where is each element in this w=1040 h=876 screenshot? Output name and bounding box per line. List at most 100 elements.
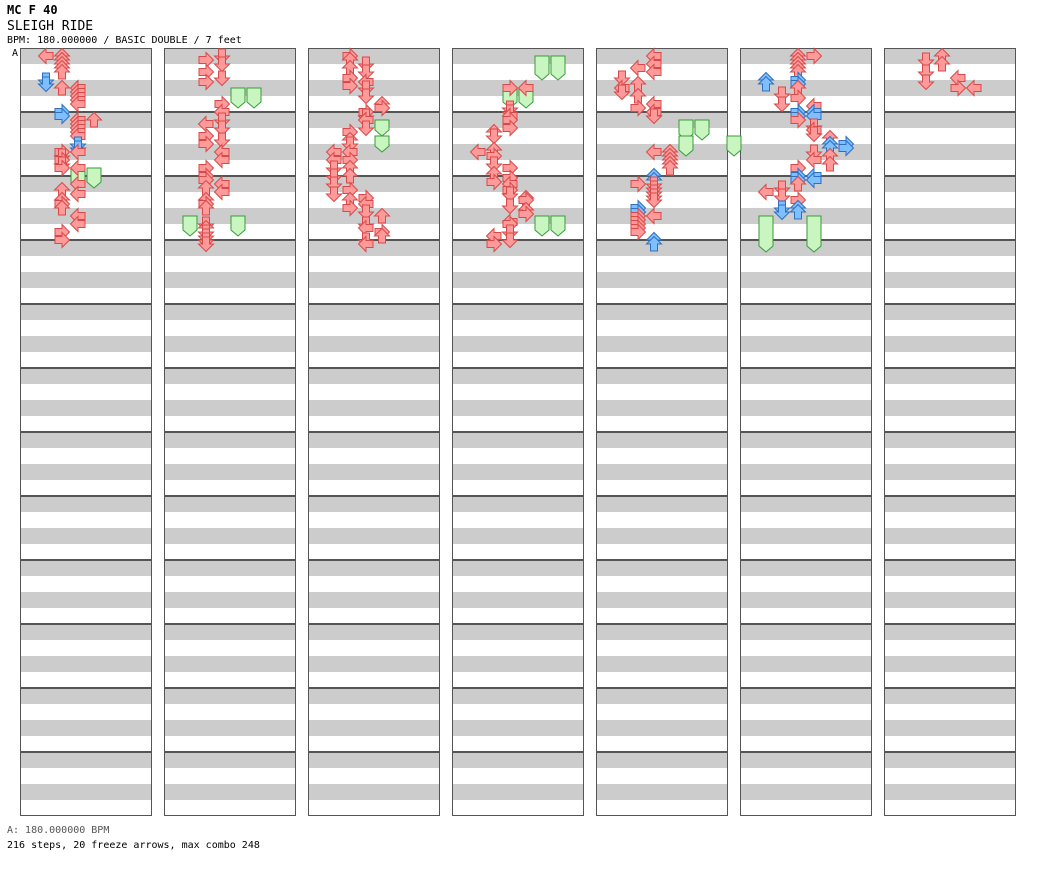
measure-frame	[20, 624, 152, 688]
beat-stripe	[452, 272, 584, 288]
measure-frame	[452, 624, 584, 688]
measure-frame	[308, 432, 440, 496]
freeze-arrow	[374, 119, 390, 137]
measure-frame	[884, 48, 1016, 112]
beat-stripe	[20, 400, 152, 416]
measure-frame	[20, 752, 152, 816]
beat-stripe	[740, 592, 872, 608]
beat-stripe	[164, 432, 296, 448]
beat-stripe	[164, 624, 296, 640]
beat-stripe	[596, 720, 728, 736]
beat-stripe	[740, 624, 872, 640]
beat-stripe	[740, 752, 872, 768]
measure-frame	[164, 560, 296, 624]
beat-stripe	[308, 272, 440, 288]
measure-frame	[884, 240, 1016, 304]
beat-stripe	[164, 752, 296, 768]
measure-frame	[452, 304, 584, 368]
beat-stripe	[596, 304, 728, 320]
beat-stripe	[308, 624, 440, 640]
measure-frame	[884, 560, 1016, 624]
step-arrow	[646, 192, 662, 208]
measure-frame	[308, 176, 440, 240]
measure-frame	[596, 432, 728, 496]
measure-frame	[596, 240, 728, 304]
measure-frame	[740, 304, 872, 368]
beat-stripe	[308, 528, 440, 544]
measure-frame	[740, 176, 872, 240]
beat-stripe	[452, 688, 584, 704]
measure-frame	[20, 240, 152, 304]
beat-stripe	[740, 272, 872, 288]
beat-stripe	[20, 176, 152, 192]
beat-stripe	[884, 432, 1016, 448]
measure-frame	[740, 688, 872, 752]
beat-stripe	[596, 592, 728, 608]
beat-stripe	[20, 208, 152, 224]
beat-stripe	[20, 784, 152, 800]
freeze-arrow	[806, 215, 822, 253]
freeze-arrow	[182, 215, 198, 237]
beat-stripe	[164, 560, 296, 576]
measure-frame	[164, 432, 296, 496]
beat-stripe	[740, 656, 872, 672]
measure-frame	[308, 752, 440, 816]
beat-stripe	[596, 48, 728, 64]
measure-frame	[740, 432, 872, 496]
beat-stripe	[20, 432, 152, 448]
measure-frame	[164, 48, 296, 112]
beat-stripe	[452, 496, 584, 512]
beat-stripe	[308, 560, 440, 576]
beat-stripe	[884, 688, 1016, 704]
beat-stripe	[596, 528, 728, 544]
measure-frame	[740, 368, 872, 432]
beat-stripe	[884, 80, 1016, 96]
beat-stripe	[884, 624, 1016, 640]
measure-frame	[740, 560, 872, 624]
measure-frame	[452, 368, 584, 432]
beat-stripe	[452, 624, 584, 640]
beat-stripe	[740, 560, 872, 576]
beat-stripe	[596, 656, 728, 672]
beat-stripe	[164, 496, 296, 512]
beat-stripe	[452, 176, 584, 192]
beat-stripe	[20, 368, 152, 384]
beat-stripe	[452, 400, 584, 416]
beat-stripe	[596, 752, 728, 768]
measure-frame	[308, 304, 440, 368]
beat-stripe	[20, 304, 152, 320]
beat-stripe	[164, 784, 296, 800]
beat-stripe	[20, 144, 152, 160]
beat-stripe	[20, 240, 152, 256]
beat-stripe	[884, 560, 1016, 576]
beat-stripe	[884, 464, 1016, 480]
beat-stripe	[596, 432, 728, 448]
beat-stripe	[884, 528, 1016, 544]
measure-frame	[596, 496, 728, 560]
measure-frame	[308, 112, 440, 176]
freeze-arrow	[246, 87, 262, 109]
beat-stripe	[740, 720, 872, 736]
measure-frame	[308, 48, 440, 112]
beat-stripe	[308, 784, 440, 800]
beat-stripe	[164, 688, 296, 704]
freeze-arrow	[374, 135, 390, 153]
measure-frame	[164, 176, 296, 240]
measure-frame	[884, 432, 1016, 496]
bpm-marker-label: A	[12, 48, 19, 59]
measure-frame	[452, 240, 584, 304]
beat-stripe	[740, 336, 872, 352]
measure-frame	[884, 368, 1016, 432]
freeze-arrow	[86, 167, 102, 189]
beat-stripe	[308, 112, 440, 128]
beat-stripe	[740, 112, 872, 128]
beat-stripe	[20, 80, 152, 96]
measure-frame	[164, 496, 296, 560]
measure-frame	[596, 304, 728, 368]
beat-stripe	[884, 272, 1016, 288]
measure-frame	[596, 368, 728, 432]
beat-stripe	[164, 240, 296, 256]
freeze-arrow	[550, 55, 566, 81]
measure-frame	[452, 688, 584, 752]
beat-stripe	[884, 208, 1016, 224]
